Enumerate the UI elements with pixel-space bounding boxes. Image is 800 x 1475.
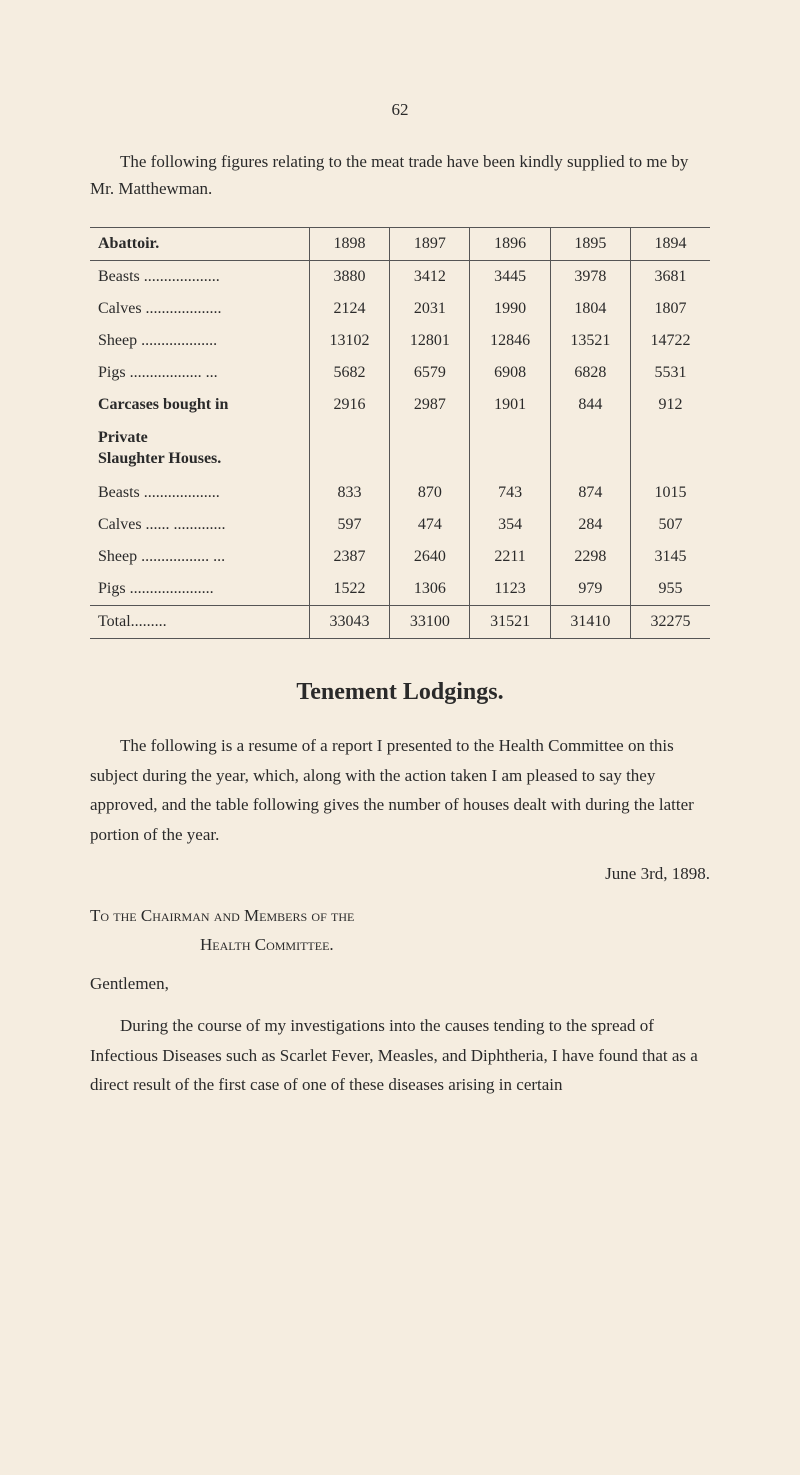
- cell: [470, 421, 550, 477]
- salutation: Gentlemen,: [90, 974, 710, 994]
- row-label: Calves ...................: [90, 293, 309, 325]
- cell: 6579: [390, 357, 470, 389]
- cell: 6828: [550, 357, 630, 389]
- cell: 1804: [550, 293, 630, 325]
- cell: [309, 421, 389, 477]
- cell: 912: [630, 389, 710, 421]
- row-label: Pigs .................. ...: [90, 357, 309, 389]
- header-1894: 1894: [630, 228, 710, 261]
- cell: 6908: [470, 357, 550, 389]
- cell: 13102: [309, 325, 389, 357]
- table-row: Pigs ..................... 1522 1306 112…: [90, 573, 710, 606]
- cell: 1990: [470, 293, 550, 325]
- cell: 1015: [630, 477, 710, 509]
- cell: 3978: [550, 261, 630, 294]
- meat-trade-table: Abattoir. 1898 1897 1896 1895 1894 Beast…: [90, 227, 710, 639]
- cell: 3412: [390, 261, 470, 294]
- table-row: Sheep ................. ... 2387 2640 22…: [90, 541, 710, 573]
- letter-address: To the Chairman and Members of the Healt…: [90, 902, 710, 960]
- cell: 3880: [309, 261, 389, 294]
- carcases-label: Carcases bought in: [90, 389, 309, 421]
- page-number: 62: [90, 100, 710, 120]
- private-label: PrivateSlaughter Houses.: [90, 421, 309, 477]
- cell: 284: [550, 509, 630, 541]
- table-row: Beasts ................... 3880 3412 344…: [90, 261, 710, 294]
- table-header-row: Abattoir. 1898 1897 1896 1895 1894: [90, 228, 710, 261]
- cell: 955: [630, 573, 710, 606]
- cell: 1807: [630, 293, 710, 325]
- cell: [630, 421, 710, 477]
- document-page: 62 The following figures relating to the…: [0, 0, 800, 1475]
- cell: 1901: [470, 389, 550, 421]
- date-line: June 3rd, 1898.: [90, 864, 710, 884]
- row-label: Pigs .....................: [90, 573, 309, 606]
- address-line-2: Health Committee.: [90, 931, 710, 960]
- table-row: Sheep ................... 13102 12801 12…: [90, 325, 710, 357]
- cell: 12801: [390, 325, 470, 357]
- row-label: Beasts ...................: [90, 477, 309, 509]
- total-label: Total.........: [90, 605, 309, 638]
- cell: [550, 421, 630, 477]
- cell: 14722: [630, 325, 710, 357]
- total-row: Total......... 33043 33100 31521 31410 3…: [90, 605, 710, 638]
- cell: 13521: [550, 325, 630, 357]
- row-label: Sheep ...................: [90, 325, 309, 357]
- row-label: Calves ...... .............: [90, 509, 309, 541]
- cell: 3681: [630, 261, 710, 294]
- cell: 474: [390, 509, 470, 541]
- row-label: Beasts ...................: [90, 261, 309, 294]
- carcases-row: Carcases bought in 2916 2987 1901 844 91…: [90, 389, 710, 421]
- cell: 354: [470, 509, 550, 541]
- cell: 979: [550, 573, 630, 606]
- header-1896: 1896: [470, 228, 550, 261]
- cell: 2031: [390, 293, 470, 325]
- cell: 1123: [470, 573, 550, 606]
- cell: 870: [390, 477, 470, 509]
- cell: 2987: [390, 389, 470, 421]
- section-heading: Tenement Lodgings.: [90, 679, 710, 706]
- header-1895: 1895: [550, 228, 630, 261]
- cell: 33043: [309, 605, 389, 638]
- paragraph-1: The following is a resume of a report I …: [90, 731, 710, 850]
- cell: 5531: [630, 357, 710, 389]
- cell: 33100: [390, 605, 470, 638]
- address-line-1: To the Chairman and Members of the: [90, 902, 710, 931]
- row-label: Sheep ................. ...: [90, 541, 309, 573]
- table-row: Beasts ................... 833 870 743 8…: [90, 477, 710, 509]
- cell: 874: [550, 477, 630, 509]
- cell: 2124: [309, 293, 389, 325]
- cell: 31521: [470, 605, 550, 638]
- table-row: Calves ................... 2124 2031 199…: [90, 293, 710, 325]
- cell: 5682: [309, 357, 389, 389]
- cell: 32275: [630, 605, 710, 638]
- table-row: Pigs .................. ... 5682 6579 69…: [90, 357, 710, 389]
- cell: 1522: [309, 573, 389, 606]
- cell: 2916: [309, 389, 389, 421]
- table-row: Calves ...... ............. 597 474 354 …: [90, 509, 710, 541]
- cell: 3145: [630, 541, 710, 573]
- cell: 2211: [470, 541, 550, 573]
- cell: 743: [470, 477, 550, 509]
- private-header-row: PrivateSlaughter Houses.: [90, 421, 710, 477]
- cell: 2640: [390, 541, 470, 573]
- intro-paragraph: The following figures relating to the me…: [90, 148, 710, 202]
- cell: 597: [309, 509, 389, 541]
- cell: 833: [309, 477, 389, 509]
- header-1898: 1898: [309, 228, 389, 261]
- cell: 3445: [470, 261, 550, 294]
- cell: 1306: [390, 573, 470, 606]
- paragraph-2: During the course of my investigations i…: [90, 1011, 710, 1100]
- cell: 31410: [550, 605, 630, 638]
- cell: [390, 421, 470, 477]
- cell: 12846: [470, 325, 550, 357]
- header-1897: 1897: [390, 228, 470, 261]
- header-abattoir: Abattoir.: [90, 228, 309, 261]
- cell: 2387: [309, 541, 389, 573]
- cell: 844: [550, 389, 630, 421]
- cell: 2298: [550, 541, 630, 573]
- cell: 507: [630, 509, 710, 541]
